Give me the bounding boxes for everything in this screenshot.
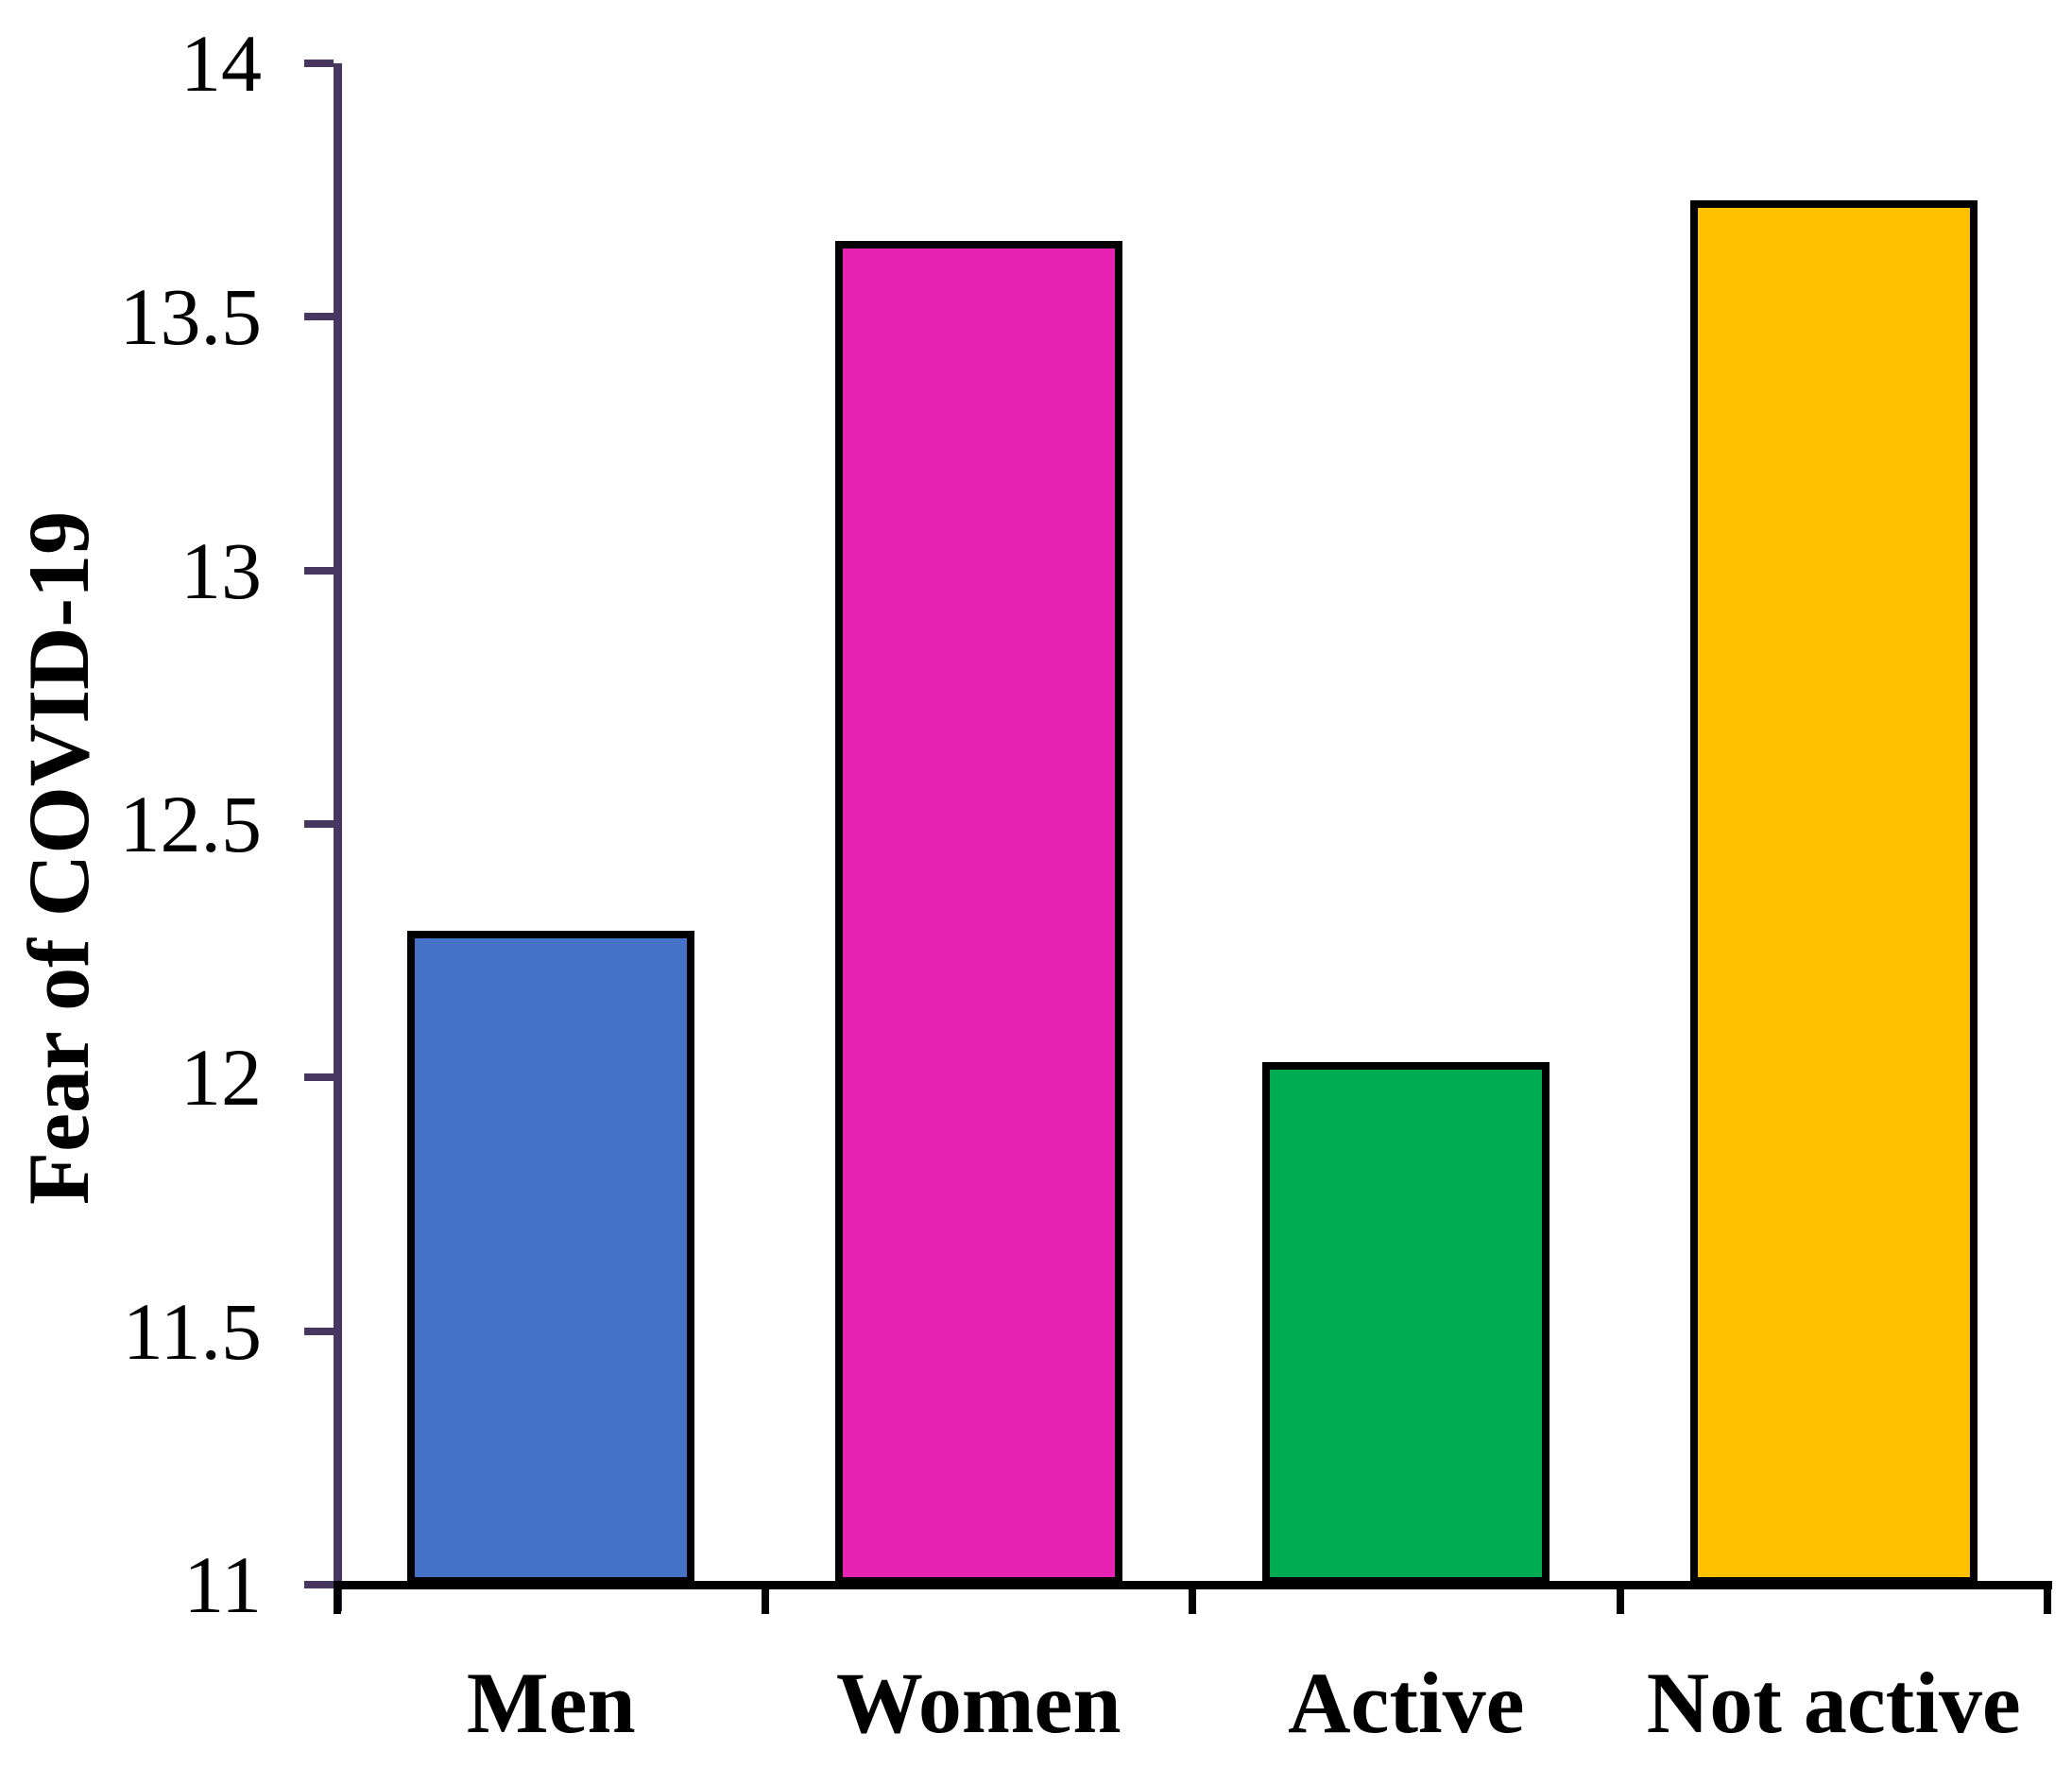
y-axis-tick-label: 12 (180, 1032, 262, 1124)
x-category-label-women: Women (835, 1655, 1122, 1751)
y-axis-tick (303, 313, 334, 321)
y-axis-tick-label: 13 (180, 524, 262, 616)
y-axis-tick (303, 1073, 334, 1082)
y-axis-tick (303, 1327, 334, 1335)
y-axis-tick-label: 11 (183, 1539, 262, 1630)
x-category-label-not-active: Not active (1646, 1655, 2021, 1751)
y-axis-tick (303, 566, 334, 575)
y-axis-tick (303, 60, 334, 67)
x-axis-tick (2044, 1585, 2051, 1614)
x-axis-tick (1616, 1585, 1624, 1614)
x-axis-tick (1189, 1585, 1196, 1614)
x-category-label-men: Men (466, 1655, 636, 1751)
y-axis-tick-label: 13.5 (119, 271, 263, 363)
y-axis-tick-label: 12.5 (119, 779, 263, 869)
y-axis-title: Fear of COVID-19 (10, 510, 107, 1206)
y-axis-line-segment (333, 63, 342, 1611)
x-axis-tick (334, 1585, 341, 1614)
bar-women (834, 240, 1122, 1585)
bar-not-active (1689, 199, 1978, 1585)
x-axis-tick (761, 1585, 769, 1614)
y-axis-tick-label: 14 (180, 18, 262, 109)
bar-active (1262, 1062, 1550, 1585)
y-axis-tick (303, 820, 334, 828)
x-category-label-active: Active (1288, 1655, 1525, 1751)
y-axis-tick-label: 11.5 (122, 1285, 262, 1377)
bar-men (407, 930, 695, 1585)
y-axis-tick (303, 1581, 334, 1588)
